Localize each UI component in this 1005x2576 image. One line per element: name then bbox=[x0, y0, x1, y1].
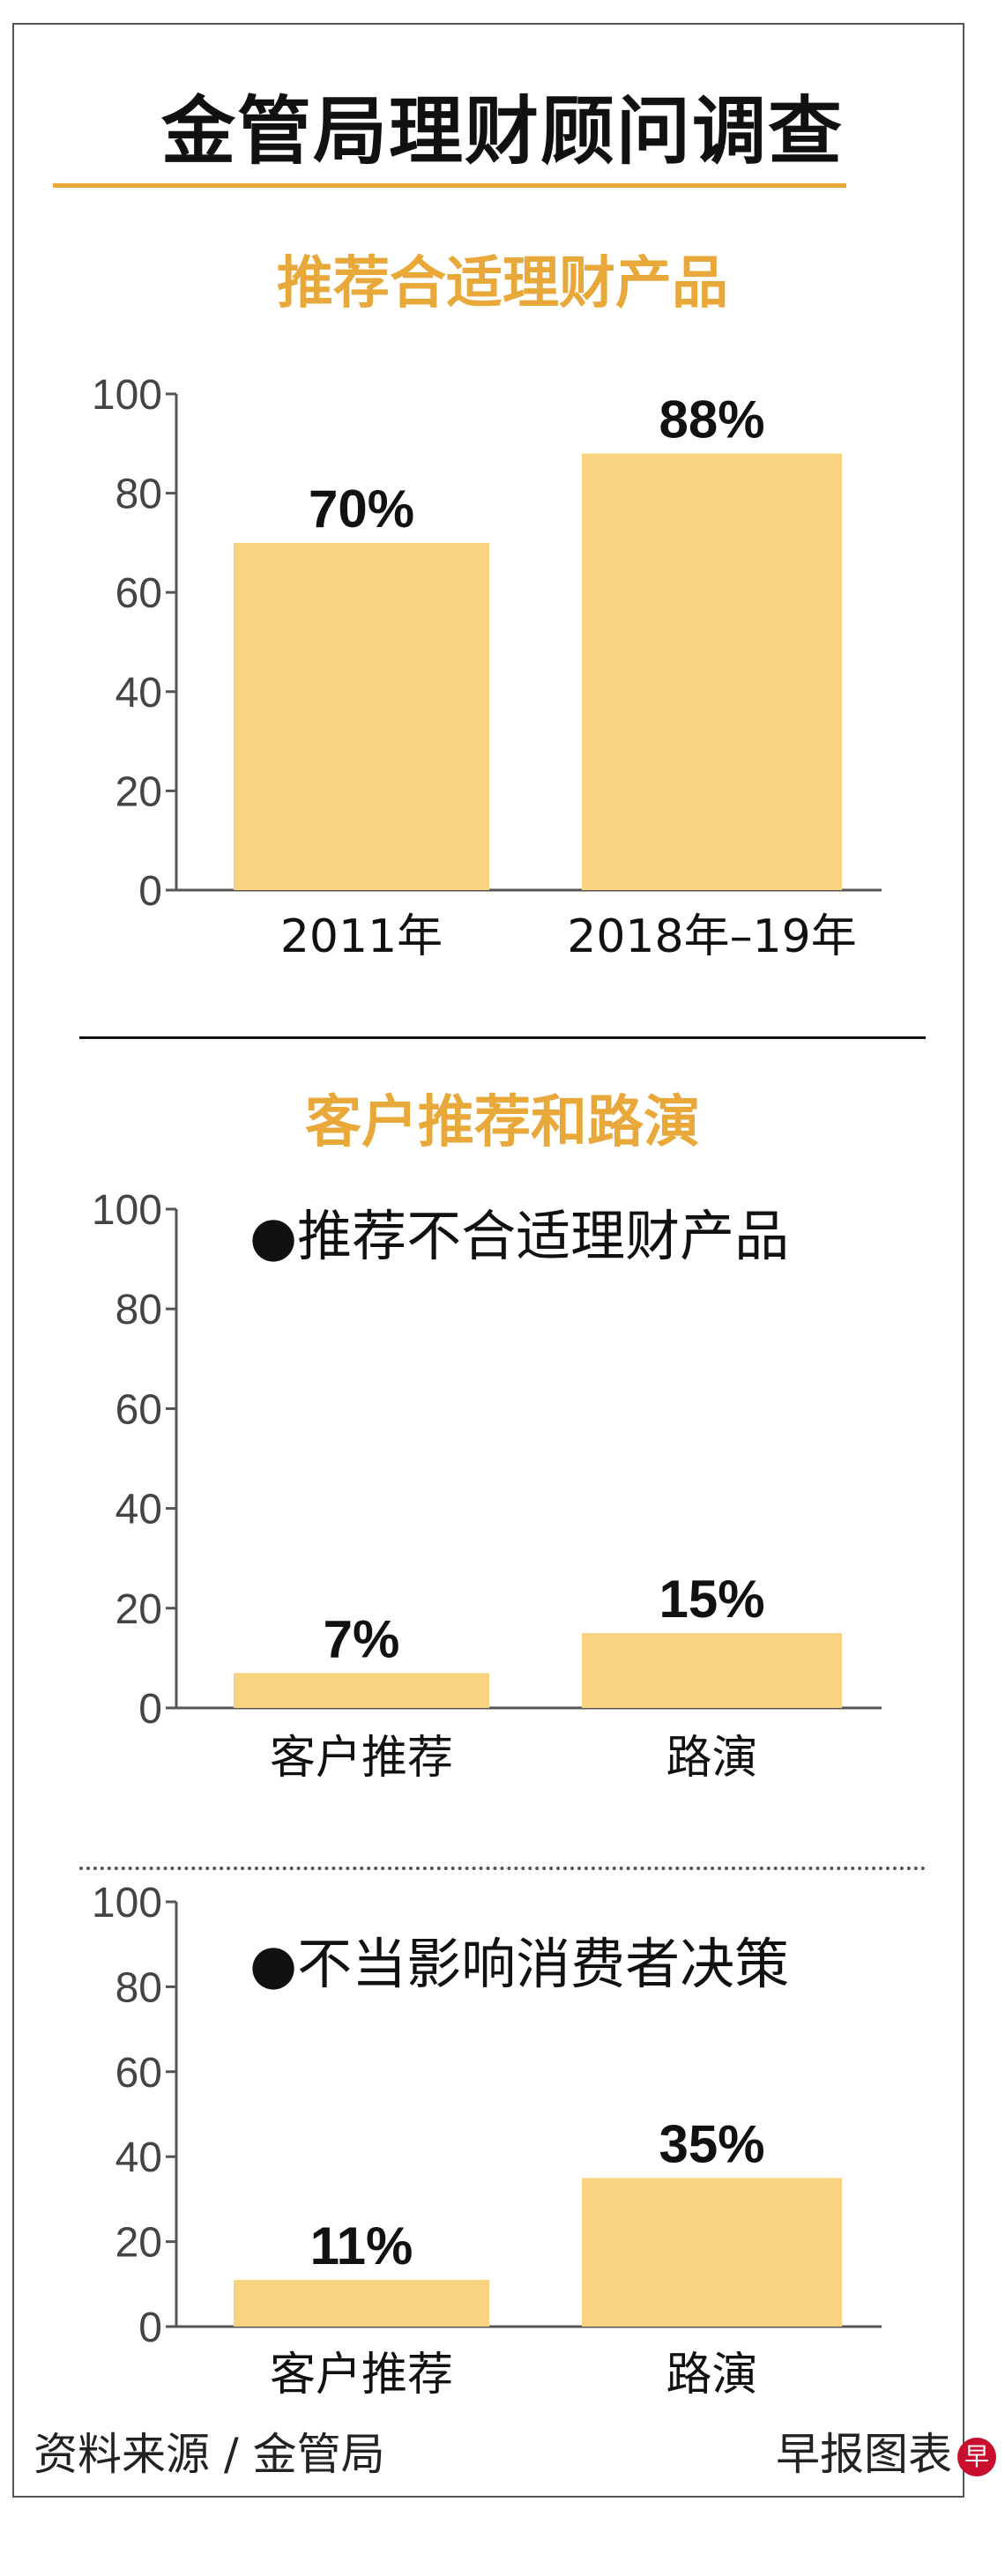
chart-unsuitable-products: 0 20 40 60 80 100 7% 客户推荐 15% 路演 bbox=[92, 1187, 882, 1785]
bar bbox=[234, 1673, 489, 1708]
y-tick-label: 0 bbox=[138, 868, 162, 915]
y-tick-label: 20 bbox=[115, 768, 162, 815]
section-divider bbox=[79, 1036, 926, 1039]
bar bbox=[582, 1633, 842, 1708]
bar bbox=[234, 542, 489, 890]
y-tick-label: 0 bbox=[138, 2305, 162, 2351]
bar-value-label: 70% bbox=[309, 479, 414, 538]
page-title: 金管局理财顾问调查 bbox=[160, 88, 844, 174]
y-tick-label: 20 bbox=[115, 1586, 162, 1633]
y-tick-label: 20 bbox=[115, 2220, 162, 2267]
chart-recommend-suitable: 0 20 40 60 80 100 70% 2011年 88% 2018年–19年 bbox=[92, 372, 882, 963]
bar bbox=[582, 2178, 842, 2327]
credit-note: 早报图表 bbox=[776, 2429, 952, 2480]
y-tick-label: 40 bbox=[115, 1487, 162, 1533]
category-label: 客户推荐 bbox=[270, 2349, 453, 2402]
bar bbox=[582, 453, 842, 890]
bar-value-label: 88% bbox=[659, 390, 764, 449]
section-divider-dotted bbox=[79, 1867, 926, 1870]
y-tick-label: 60 bbox=[115, 2050, 162, 2097]
y-tick-label: 60 bbox=[115, 1386, 162, 1433]
y-tick-label: 60 bbox=[115, 570, 162, 617]
y-tick-label: 100 bbox=[92, 372, 162, 419]
category-label: 客户推荐 bbox=[270, 1732, 453, 1785]
y-tick-label: 100 bbox=[92, 1880, 162, 1926]
y-tick-label: 0 bbox=[138, 1686, 162, 1733]
chart-undue-influence: 0 20 40 60 80 100 11% 客户推荐 35% 路演 bbox=[92, 1880, 882, 2402]
y-tick-label: 40 bbox=[115, 670, 162, 716]
category-label: 2011年 bbox=[280, 910, 443, 963]
chart1-section-title: 推荐合适理财产品 bbox=[277, 251, 728, 316]
bar-value-label: 15% bbox=[659, 1570, 764, 1629]
y-tick-label: 80 bbox=[115, 1287, 162, 1333]
category-label: 路演 bbox=[666, 1732, 757, 1785]
title-underline bbox=[53, 183, 846, 188]
chart2-legend: ●推荐不合适理财产品 bbox=[249, 1204, 790, 1268]
y-tick-label: 80 bbox=[115, 1964, 162, 2011]
bar-value-label: 35% bbox=[659, 2114, 764, 2173]
chart3-legend: ●不当影响消费者决策 bbox=[249, 1932, 790, 1996]
y-tick-label: 40 bbox=[115, 2134, 162, 2181]
category-label: 2018年–19年 bbox=[567, 910, 857, 963]
infographic-frame bbox=[12, 23, 964, 2498]
y-tick-label: 80 bbox=[115, 471, 162, 518]
y-tick-label: 100 bbox=[92, 1187, 162, 1234]
bar-value-label: 11% bbox=[310, 2216, 413, 2275]
chart2-section-title: 客户推荐和路演 bbox=[305, 1090, 700, 1155]
source-note: 资料来源 / 金管局 bbox=[34, 2429, 385, 2480]
bar-value-label: 7% bbox=[324, 1609, 400, 1668]
category-label: 路演 bbox=[666, 2349, 757, 2402]
zaobao-logo: 早 bbox=[957, 2438, 996, 2476]
bar bbox=[234, 2279, 489, 2327]
